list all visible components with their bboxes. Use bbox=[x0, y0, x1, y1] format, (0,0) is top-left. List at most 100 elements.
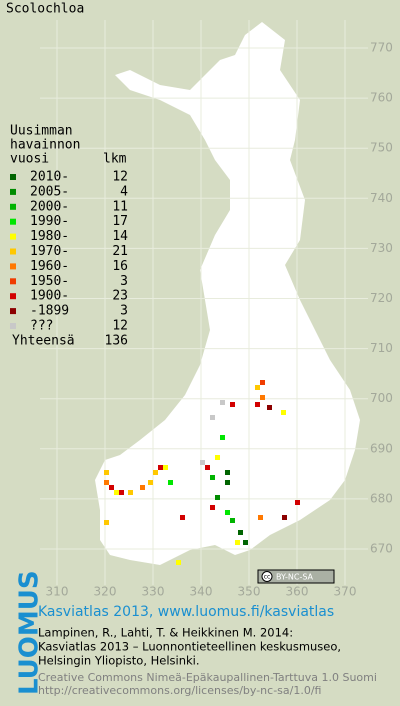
cc-license: BY-NC-SA bbox=[276, 573, 314, 582]
dot bbox=[176, 560, 181, 565]
dot bbox=[104, 470, 109, 475]
dot bbox=[220, 400, 225, 405]
x-tick-label: 310 bbox=[46, 585, 69, 599]
dot bbox=[205, 465, 210, 470]
dot bbox=[215, 455, 220, 460]
x-tick-label: 350 bbox=[238, 585, 261, 599]
y-tick-label: 710 bbox=[370, 341, 393, 355]
dot bbox=[258, 515, 263, 520]
legend-header: vuosi bbox=[10, 152, 49, 167]
dot bbox=[119, 490, 124, 495]
legend-label: 1980- bbox=[30, 229, 69, 244]
observation-dots bbox=[104, 380, 300, 565]
legend-count: 14 bbox=[112, 229, 128, 244]
dot bbox=[225, 510, 230, 515]
legend-count: 12 bbox=[112, 319, 128, 334]
legend-swatch bbox=[10, 278, 16, 285]
dot bbox=[180, 515, 185, 520]
legend-count: 17 bbox=[112, 214, 128, 229]
legend-swatch bbox=[10, 293, 16, 300]
y-tick-label: 730 bbox=[370, 241, 393, 255]
dot bbox=[282, 515, 287, 520]
legend-count: 23 bbox=[112, 289, 128, 304]
cc-logo: cc bbox=[264, 574, 271, 581]
legend-count-header: lkm bbox=[103, 152, 127, 167]
y-tick-label: 750 bbox=[370, 141, 393, 155]
footer: Lampinen, R., Lahti, T. & Heikkinen M. 2… bbox=[38, 626, 377, 698]
citation-line: Kasviatlas 2013 – Luonnontieteellinen ke… bbox=[38, 640, 341, 654]
legend-swatch bbox=[10, 323, 16, 329]
dot bbox=[140, 485, 145, 490]
legend-label: 2010- bbox=[30, 170, 69, 185]
y-tick-label: 760 bbox=[370, 91, 393, 105]
legend-label: 2000- bbox=[30, 199, 69, 214]
dot bbox=[200, 460, 205, 465]
legend-header: havainnon bbox=[10, 138, 80, 153]
legend-swatch bbox=[10, 248, 16, 255]
legend-count: 12 bbox=[112, 170, 128, 185]
legend-header: Uusimman bbox=[10, 124, 73, 139]
dot bbox=[281, 410, 286, 415]
y-tick-label: 690 bbox=[370, 441, 393, 455]
dot bbox=[230, 518, 235, 523]
dot bbox=[114, 490, 119, 495]
x-tick-label: 370 bbox=[334, 585, 357, 599]
footer-heading: Kasviatlas 2013, www.luomus.fi/kasviatla… bbox=[38, 604, 334, 620]
legend-label: 1900- bbox=[30, 289, 69, 304]
legend-swatch bbox=[10, 233, 16, 240]
dot bbox=[225, 480, 230, 485]
legend-total-label: Yhteensä bbox=[12, 333, 75, 348]
legend-label: 1970- bbox=[30, 244, 69, 259]
legend-swatch bbox=[10, 188, 16, 195]
dot bbox=[295, 500, 300, 505]
legend-label: ??? bbox=[30, 319, 53, 334]
dot bbox=[153, 470, 158, 475]
title: Scolochloa bbox=[6, 2, 84, 17]
citation-line: Lampinen, R., Lahti, T. & Heikkinen M. 2… bbox=[38, 626, 293, 640]
legend-swatch bbox=[10, 308, 16, 315]
dot bbox=[215, 495, 220, 500]
dot bbox=[235, 540, 240, 545]
legend-label: -1899 bbox=[30, 304, 69, 319]
x-tick-label: 360 bbox=[286, 585, 309, 599]
dot bbox=[210, 475, 215, 480]
dot bbox=[104, 520, 109, 525]
y-tick-label: 770 bbox=[370, 41, 393, 55]
legend-label: 2005- bbox=[30, 184, 69, 199]
grid: 310 320 330 340 350 360 370 670 680 690 700 710 720 7… bbox=[40, 20, 393, 599]
dot bbox=[148, 480, 153, 485]
cc-badge: cc BY-NC-SA bbox=[257, 569, 335, 584]
legend-swatch bbox=[10, 174, 16, 180]
y-tick-label: 670 bbox=[370, 542, 393, 556]
dot bbox=[267, 405, 272, 410]
dot bbox=[104, 480, 109, 485]
x-tick-label: 320 bbox=[94, 585, 117, 599]
legend-count: 11 bbox=[112, 199, 128, 214]
x-tick-label: 340 bbox=[190, 585, 213, 599]
citation-line: Helsingin Yliopisto, Helsinki. bbox=[38, 654, 200, 668]
y-tick-label: 720 bbox=[370, 291, 393, 305]
legend-count: 3 bbox=[120, 304, 128, 319]
dot bbox=[109, 485, 114, 490]
y-tick-label: 700 bbox=[370, 391, 393, 405]
x-tick-label: 330 bbox=[142, 585, 165, 599]
dot bbox=[210, 505, 215, 510]
legend-count: 21 bbox=[112, 244, 128, 259]
dot bbox=[158, 465, 163, 470]
legend-total-count: 136 bbox=[105, 333, 128, 348]
finland-shape bbox=[95, 22, 360, 565]
dot bbox=[238, 530, 243, 535]
legend-label: 1990- bbox=[30, 214, 69, 229]
legend-count: 16 bbox=[112, 259, 128, 274]
dot bbox=[260, 395, 265, 400]
y-tick-label: 680 bbox=[370, 491, 393, 505]
license-line: http://creativecommons.org/licenses/by-n… bbox=[38, 684, 321, 697]
logo: LUOMUS bbox=[15, 570, 45, 695]
y-tick-label: 740 bbox=[370, 191, 393, 205]
dot bbox=[163, 465, 168, 470]
legend-count: 4 bbox=[120, 184, 128, 199]
dot bbox=[225, 470, 230, 475]
dot bbox=[210, 415, 215, 420]
